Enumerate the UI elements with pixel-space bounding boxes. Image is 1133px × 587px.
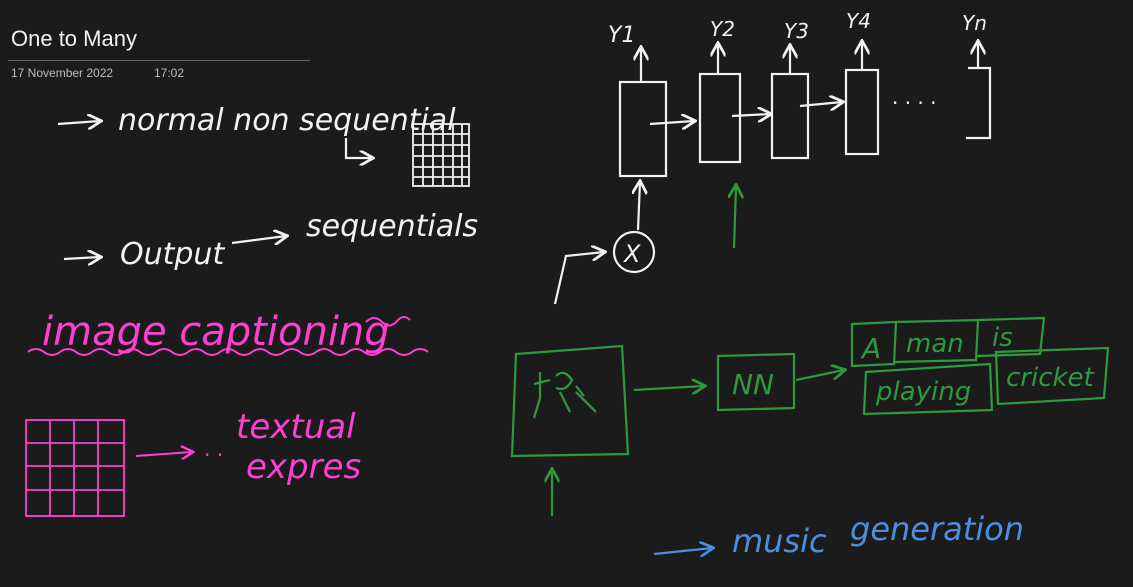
note-grid-to-text: . . textual expres [25, 407, 361, 517]
caption-box-man [893, 318, 980, 364]
input-hook [553, 252, 604, 305]
title-underline [8, 60, 310, 61]
nn-box [716, 352, 796, 412]
caption-box-a [850, 320, 898, 368]
caption-word-playing: playing [875, 377, 971, 407]
rnn-cell-1 [618, 80, 668, 178]
note-text-textual: textual [236, 407, 356, 447]
arrow-up-icon [734, 186, 736, 249]
nn-label: NN [732, 368, 774, 401]
rnn-cell-4 [844, 68, 880, 156]
caption-labels: NN A man is playing cricket [732, 323, 1095, 407]
note-output-sequential: Output sequentials [63, 209, 478, 272]
note-music-generation: music generation [653, 510, 1024, 560]
output-label-y1: Y1 [608, 23, 635, 48]
caption-box-cricket [994, 346, 1110, 406]
ellipsis-dots: . . [204, 437, 223, 461]
note-text-image-captioning: image captioning [42, 309, 390, 355]
note-text-output: Output [120, 237, 225, 272]
note-normal-nonsequential: normal non sequential [57, 103, 470, 187]
arrow-icon [63, 257, 100, 259]
squiggle-icon [365, 316, 411, 327]
arrow-right-icon [649, 121, 694, 124]
note-text-generation: generation [850, 510, 1024, 548]
caption-word-man: man [906, 329, 964, 359]
rnn-labels: Y1 Y2 Y3 Y4 Yn X . . . . [608, 9, 987, 268]
note-text-sequentials: sequentials [306, 209, 478, 244]
arrow-icon [653, 548, 712, 554]
input-label-x: X [622, 240, 641, 268]
arrow-icon [795, 370, 844, 382]
rnn-cell-2 [698, 72, 742, 164]
output-label-y3: Y3 [784, 19, 809, 43]
image-frame [510, 344, 630, 458]
note-text-music: music [732, 522, 827, 560]
cricketer-sketch-icon [532, 371, 597, 419]
note-text-normal: normal non sequential [118, 103, 456, 138]
arrow-icon [231, 236, 286, 243]
caption-word-a: A [860, 332, 881, 365]
rnn-cell-3 [770, 72, 810, 160]
note-image-captioning: image captioning [27, 309, 429, 356]
caption-pipeline-diagram [510, 186, 1110, 516]
image-grid-icon [25, 419, 125, 517]
continuation-dots: . . . . [892, 85, 937, 109]
arrow-icon [57, 121, 100, 124]
grid-image-icon [412, 123, 470, 187]
page-date: 17 November 2022 [11, 66, 114, 80]
arrow-icon [633, 386, 704, 390]
output-label-y4: Y4 [846, 9, 871, 33]
arrow-right-icon [799, 102, 842, 106]
rnn-cell-n [966, 66, 992, 140]
note-text-expres: expres [246, 447, 361, 487]
page-time: 17:02 [154, 66, 185, 80]
input-node [612, 230, 656, 274]
rnn-unrolled-diagram [553, 42, 992, 305]
output-label-y2: Y2 [710, 17, 735, 41]
sub-arrow-icon [344, 138, 372, 158]
arrow-up-icon [638, 182, 640, 231]
wavy-underline [27, 348, 429, 356]
arrow-icon [135, 452, 192, 456]
caption-box-playing [862, 362, 994, 416]
output-label-yn: Yn [962, 11, 987, 35]
caption-box-is [975, 316, 1046, 358]
caption-word-cricket: cricket [1006, 363, 1095, 393]
arrow-right-icon [731, 114, 770, 116]
caption-word-is: is [992, 323, 1013, 353]
page-title: One to Many [11, 26, 137, 51]
